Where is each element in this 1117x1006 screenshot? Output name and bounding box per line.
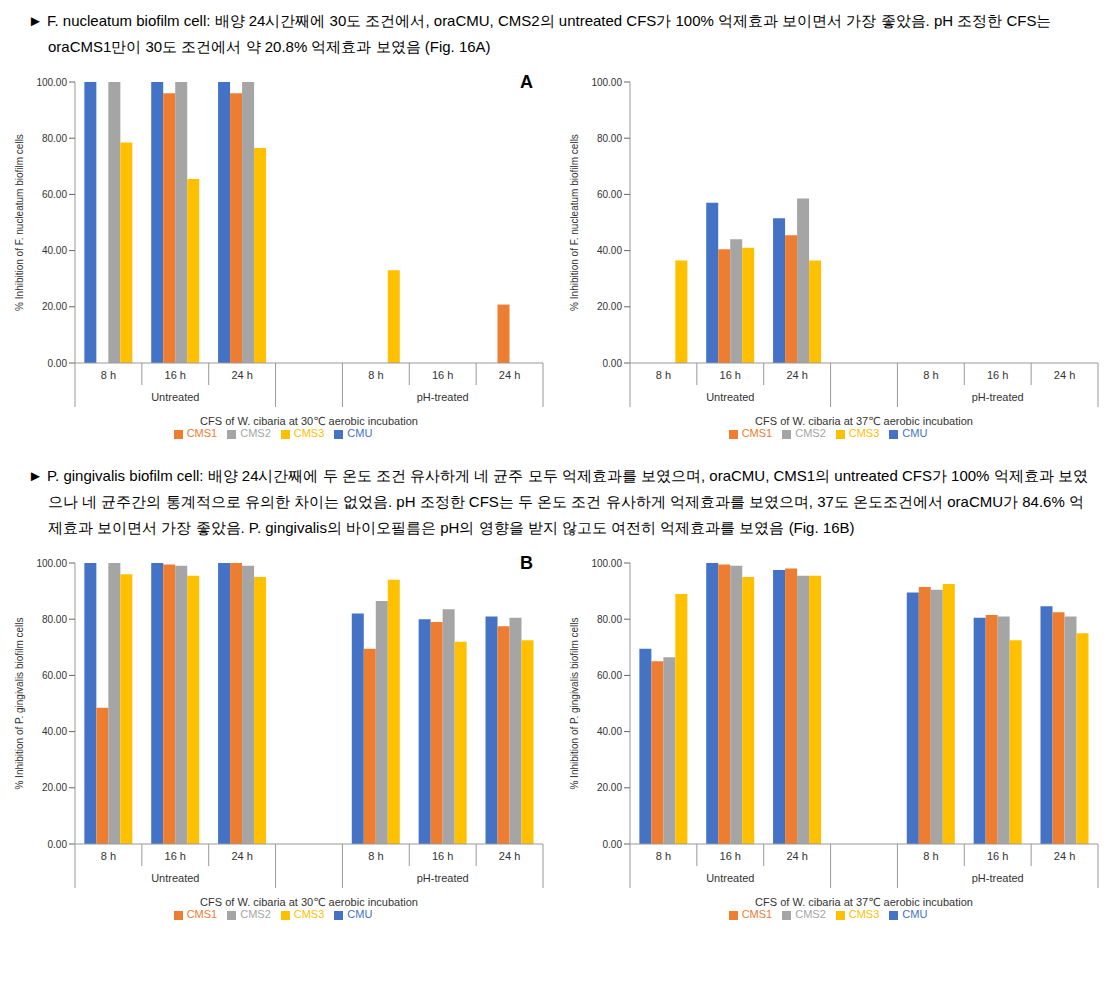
svg-text:80.00: 80.00 (597, 133, 622, 144)
html-text:CMS2: CMS2 (240, 908, 271, 920)
svg-text:8 h: 8 h (923, 369, 938, 381)
html-text:CMS2: CMS2 (795, 908, 826, 920)
svg-text:20.00: 20.00 (597, 301, 622, 312)
svg-text:24 h: 24 h (786, 850, 807, 862)
html-text:CMS1: CMS1 (186, 427, 218, 439)
svg-text:0.00: 0.00 (48, 358, 68, 369)
svg-text:Untreated: Untreated (151, 872, 199, 884)
html-text:A: A (520, 72, 533, 92)
svg-text:80.00: 80.00 (597, 614, 622, 625)
svg-text:24 h: 24 h (231, 369, 252, 381)
html-text:► P. gingivalis biofilm cell:: ► P. gingivalis biofilm cell: 배양 24시간째에 … (28, 467, 1088, 536)
svg-text:CFS of W. cibaria at 37℃ aerob: CFS of W. cibaria at 37℃ aerobic incubat… (755, 415, 973, 427)
svg-text:0.00: 0.00 (603, 839, 623, 850)
svg-text:40.00: 40.00 (597, 245, 622, 256)
html-text:CMU: CMU (902, 427, 928, 439)
svg-text:16 h: 16 h (720, 850, 741, 862)
svg-text:40.00: 40.00 (42, 726, 67, 737)
svg-text:8 h: 8 h (656, 369, 671, 381)
svg-text:16 h: 16 h (432, 850, 453, 862)
svg-text:% Inhibition of P. gingivalis: % Inhibition of P. gingivalis biofilm ce… (569, 617, 580, 789)
svg-text:60.00: 60.00 (597, 189, 622, 200)
svg-text:100.00: 100.00 (591, 558, 622, 569)
html-text:CMS1: CMS1 (186, 908, 218, 920)
svg-text:100.00: 100.00 (36, 558, 67, 569)
svg-text:80.00: 80.00 (42, 614, 67, 625)
svg-text:8 h: 8 h (101, 850, 116, 862)
svg-text:24 h: 24 h (231, 850, 252, 862)
svg-text:8 h: 8 h (368, 850, 383, 862)
html-text:CMS1: CMS1 (741, 427, 773, 439)
svg-text:40.00: 40.00 (42, 245, 67, 256)
svg-text:0.00: 0.00 (48, 839, 68, 850)
svg-text:80.00: 80.00 (42, 133, 67, 144)
svg-text:8 h: 8 h (101, 369, 116, 381)
html-text:CMU: CMU (347, 908, 373, 920)
svg-text:100.00: 100.00 (591, 77, 622, 88)
html-text:CMS2: CMS2 (240, 427, 271, 439)
svg-text:60.00: 60.00 (42, 189, 67, 200)
svg-text:24 h: 24 h (786, 369, 807, 381)
svg-text:16 h: 16 h (165, 850, 186, 862)
svg-text:20.00: 20.00 (42, 301, 67, 312)
svg-text:% Inhibition of F. nucleatum b: % Inhibition of F. nucleatum biofilm cel… (569, 134, 580, 311)
svg-text:60.00: 60.00 (597, 670, 622, 681)
svg-text:60.00: 60.00 (42, 670, 67, 681)
svg-text:16 h: 16 h (432, 369, 453, 381)
svg-text:24 h: 24 h (1054, 369, 1075, 381)
svg-text:% Inhibition of F. nucleatum b: % Inhibition of F. nucleatum biofilm cel… (14, 134, 25, 311)
svg-text:8 h: 8 h (923, 850, 938, 862)
svg-text:24 h: 24 h (499, 850, 520, 862)
svg-text:Untreated: Untreated (151, 391, 199, 403)
svg-text:CFS of W. cibaria at 37℃ aerob: CFS of W. cibaria at 37℃ aerobic incubat… (755, 896, 973, 908)
svg-text:16 h: 16 h (987, 850, 1008, 862)
svg-text:pH-treated: pH-treated (972, 872, 1024, 884)
svg-text:CFS of W. cibaria at 30℃ aerob: CFS of W. cibaria at 30℃ aerobic incubat… (200, 896, 418, 908)
svg-text:20.00: 20.00 (42, 782, 67, 793)
svg-text:pH-treated: pH-treated (417, 872, 469, 884)
svg-text:16 h: 16 h (987, 369, 1008, 381)
svg-text:16 h: 16 h (720, 369, 741, 381)
svg-text:16 h: 16 h (165, 369, 186, 381)
html-text:CMS3: CMS3 (293, 908, 325, 920)
svg-text:% Inhibition of P. gingivalis: % Inhibition of P. gingivalis biofilm ce… (14, 617, 25, 789)
html-text:B: B (520, 553, 533, 573)
svg-text:pH-treated: pH-treated (417, 391, 469, 403)
svg-text:20.00: 20.00 (597, 782, 622, 793)
html-text:CMU: CMU (347, 427, 373, 439)
svg-text:24 h: 24 h (1054, 850, 1075, 862)
svg-text:Untreated: Untreated (706, 391, 754, 403)
svg-text:pH-treated: pH-treated (972, 391, 1024, 403)
html-text:CMS2: CMS2 (795, 427, 826, 439)
svg-text:8 h: 8 h (368, 369, 383, 381)
svg-text:CFS of W. cibaria at 30℃ aerob: CFS of W. cibaria at 30℃ aerobic incubat… (200, 415, 418, 427)
html-text:CMS3: CMS3 (848, 908, 880, 920)
svg-text:0.00: 0.00 (603, 358, 623, 369)
html-text:CMS3: CMS3 (293, 427, 325, 439)
svg-text:100.00: 100.00 (36, 77, 67, 88)
svg-text:40.00: 40.00 (597, 726, 622, 737)
html-text:CMS1: CMS1 (741, 908, 773, 920)
svg-text:24 h: 24 h (499, 369, 520, 381)
html-text:CMU: CMU (902, 908, 928, 920)
svg-text:8 h: 8 h (656, 850, 671, 862)
html-text:CMS3: CMS3 (848, 427, 880, 439)
html-text:► F. nucleatum biofilm cell: 배: ► F. nucleatum biofilm cell: 배양 24시간째에 3… (28, 12, 1052, 55)
svg-text:Untreated: Untreated (706, 872, 754, 884)
